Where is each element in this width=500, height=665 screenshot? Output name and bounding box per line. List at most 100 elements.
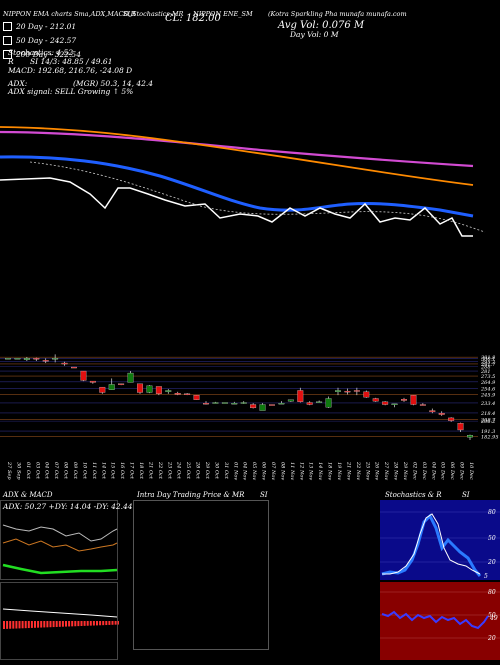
date-tick-label: 29 Oct <box>204 461 210 480</box>
adx-label: ADX: <box>8 79 28 88</box>
candle-body <box>193 395 200 400</box>
date-tick-label: 14 Nov <box>317 462 323 480</box>
macd-bar <box>86 621 89 626</box>
macd-bar <box>92 621 95 626</box>
candle-body <box>335 390 341 392</box>
date-tick-label: 22 Nov <box>355 461 361 480</box>
intraday-panel <box>133 500 269 650</box>
candle-body <box>23 358 30 360</box>
macd-bar <box>89 621 92 626</box>
date-tick-label: 28 Nov <box>393 461 399 480</box>
legend-label: 200 Day - 322.54 <box>16 49 81 59</box>
price-tick-label: 254.6 <box>480 387 496 393</box>
date-tick-label: 27 Sep <box>6 461 12 480</box>
price-tick-label: 295.2 <box>480 360 495 366</box>
adx-lines <box>2 524 118 575</box>
macd-panel <box>0 582 120 660</box>
macd-bar <box>74 621 77 627</box>
adx-panel: ADX: 50.27 +DY: 14.04 -DY: 42.44 <box>0 500 133 580</box>
sma-dotted-line <box>29 161 486 233</box>
macd-bar <box>102 621 105 626</box>
macd-bar <box>37 621 40 628</box>
date-tick-label: 18 Nov <box>327 462 333 480</box>
date-tick-label: 29 Nov <box>402 461 408 480</box>
rsi-readout: SI 14/3: 48.85 / 49.61 <box>30 57 113 66</box>
candle-body <box>203 403 209 405</box>
candle-body <box>108 384 115 390</box>
candle-body <box>174 392 181 395</box>
intraday-panel-title: Intra Day Trading Price & MR <box>137 491 245 499</box>
candle-body <box>52 358 59 360</box>
candle-body <box>363 391 370 398</box>
candle-body <box>287 399 294 402</box>
ema50-line <box>0 155 474 218</box>
date-tick-label: 16 Oct <box>119 462 125 480</box>
candle-body <box>306 402 313 405</box>
legend-swatch <box>3 35 12 45</box>
macd-bar <box>43 621 46 628</box>
macd-bar <box>55 621 58 627</box>
minus-di-line <box>2 563 118 575</box>
candle-body <box>325 398 332 408</box>
macd-bar <box>3 621 5 629</box>
candle-body <box>137 383 143 393</box>
date-tick-label: 08 Nov <box>279 462 285 480</box>
price-tick-label: 288 <box>480 364 491 370</box>
close-price: CL: 182.00 <box>165 13 221 24</box>
macd-bar <box>117 621 120 625</box>
stoch-tick-20: 20 <box>487 559 496 566</box>
candle-body <box>250 404 257 409</box>
candle-body <box>146 385 153 393</box>
date-tick-label: 05 Dec <box>440 462 446 480</box>
macd-bar <box>68 621 71 627</box>
candle-body <box>410 395 417 405</box>
source-label: (Kotra Sparkling Pha munafa munafa.com <box>268 10 407 18</box>
header-subtitle: SI,Stochastics,MR <box>123 10 184 18</box>
candle-body <box>221 402 228 404</box>
rsi-last-value: 49 <box>489 615 498 622</box>
macd-bar <box>61 621 64 627</box>
macd-bar <box>80 621 83 626</box>
intraday-si-label: SI <box>260 491 268 499</box>
price-tick-label: 245.9 <box>480 393 496 399</box>
macd-bar <box>58 621 61 627</box>
candle-body <box>184 393 191 395</box>
candle-body <box>467 435 473 438</box>
macd-bar <box>111 621 114 625</box>
date-tick-label: 25 Oct <box>185 461 191 480</box>
ema-lines-panel <box>0 126 486 237</box>
date-tick-label: 01 Nov <box>232 462 238 480</box>
candlestick-chart: 301.8300.1295.2291.7288281273.5264.9254.… <box>0 354 499 441</box>
candle-body <box>382 401 389 405</box>
macd-bar <box>77 621 80 627</box>
date-tick-label: 30 Oct <box>213 462 219 480</box>
date-tick-label: 10 Oct <box>81 462 87 480</box>
date-tick-label: 04 Dec <box>430 462 436 480</box>
candle-body <box>61 362 68 365</box>
macd-bar <box>49 621 52 628</box>
date-tick-label: 13 Nov <box>308 462 314 480</box>
stochastics-si-label: SI <box>462 491 470 499</box>
macd-bar <box>83 621 86 626</box>
macd-bar <box>108 621 111 625</box>
price-tick-label: 281 <box>480 369 491 375</box>
ema20-line <box>0 177 473 237</box>
candle-body <box>89 380 96 383</box>
stoch-k-line <box>381 513 482 577</box>
date-tick-label: 24 Oct <box>176 461 182 480</box>
price-tick-label: 300.1 <box>481 356 495 362</box>
date-tick-label: 03 Oct <box>34 462 40 480</box>
macd-readout: MACD: 192.68, 216.76, -24.08 D <box>8 66 133 75</box>
candle-body <box>391 403 398 406</box>
macd-bar <box>46 621 49 628</box>
date-tick-label: 21 Nov <box>345 461 351 480</box>
adx-signal: ADX signal: SELL Growing ↑ 5% <box>8 87 134 96</box>
date-axis: 27 Sep 30 Sep 01 Oct 03 Oct 04 Oct 07 Oct 08 O… <box>6 461 474 480</box>
candle-body <box>344 390 351 393</box>
candle-body <box>457 423 464 431</box>
avg-volume: Avg Vol: 0.076 M <box>278 20 365 31</box>
stochastics-panel: 80 50 20 5 <box>380 500 500 580</box>
date-tick-label: 05 Nov <box>251 462 257 480</box>
price-tick-label: 301.8 <box>481 355 495 361</box>
date-tick-label: 15 Oct <box>110 462 116 480</box>
